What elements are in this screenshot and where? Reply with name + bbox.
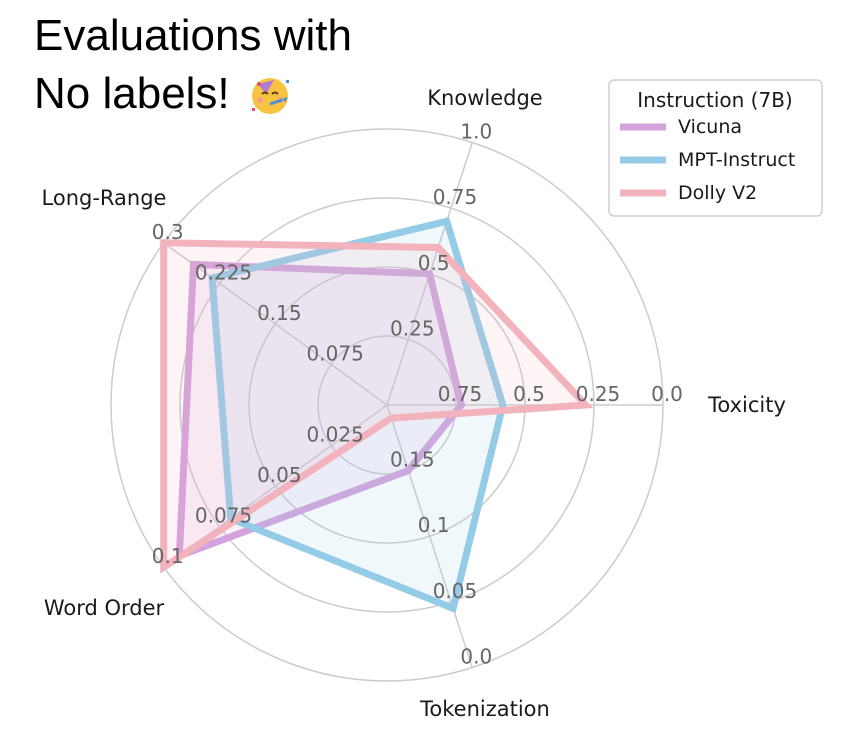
series-vicuna [175, 260, 466, 562]
legend-box [608, 79, 823, 217]
radar-axis-labels: Knowledge Toxicity Tokenization Word Order L… [42, 86, 786, 721]
tick-label: 0.0 [460, 644, 492, 668]
spoke-long-range [163, 242, 388, 406]
radar-grid [110, 128, 664, 682]
tick-label: 0.05 [433, 579, 478, 603]
tick-label: 0.3 [152, 220, 184, 244]
tick-label: 0.5 [513, 382, 545, 406]
legend-label-vicuna: Vicuna [678, 116, 742, 138]
legend-label-dolly-v2: Dolly V2 [678, 182, 757, 204]
tick-label: 0.5 [418, 251, 450, 275]
tick-label: 0.075 [195, 504, 252, 528]
axis-label-word-order: Word Order [44, 596, 165, 620]
tick-label: 0.75 [438, 382, 483, 406]
tick-label: 0.05 [257, 463, 302, 487]
tick-label: 0.25 [390, 316, 435, 340]
axis-label-knowledge: Knowledge [427, 86, 542, 110]
tick-label: 1.0 [460, 120, 492, 144]
headline-line2: No labels! [34, 72, 292, 116]
axis-label-toxicity: Toxicity [707, 393, 786, 417]
partying-face-icon [251, 78, 289, 114]
tick-label: 0.1 [152, 544, 184, 568]
tick-label: 0.15 [257, 301, 302, 325]
tick-label: 0.075 [307, 341, 364, 365]
spoke-tokenization [386, 404, 474, 668]
series-mpt-instruct [208, 217, 507, 614]
tick-label: 0.025 [307, 423, 364, 447]
radar-tick-labels: 1.0 0.75 0.5 0.25 0.0 0.25 0.5 0.75 0.0 0.05 0.1 0.… [152, 120, 683, 669]
headline-line2-text: No labels! [34, 69, 230, 118]
tick-label: 0.25 [576, 382, 621, 406]
axis-label-tokenization: Tokenization [419, 697, 550, 721]
headline-line1: Evaluations with [34, 11, 352, 60]
tick-label: 0.15 [390, 448, 435, 472]
legend: Instruction (7B) Vicuna MPT-Instruct Dolly… [608, 79, 823, 217]
axis-label-long-range: Long-Range [42, 186, 167, 210]
series-dolly-v2 [160, 239, 594, 574]
radar-series [160, 217, 594, 614]
tick-label: 0.1 [418, 513, 450, 537]
legend-title: Instruction (7B) [637, 88, 792, 112]
tick-label: 0.75 [433, 185, 478, 209]
tick-label: 0.225 [195, 260, 252, 284]
legend-label-mpt-instruct: MPT-Instruct [678, 149, 795, 171]
tick-label: 0.0 [651, 382, 683, 406]
